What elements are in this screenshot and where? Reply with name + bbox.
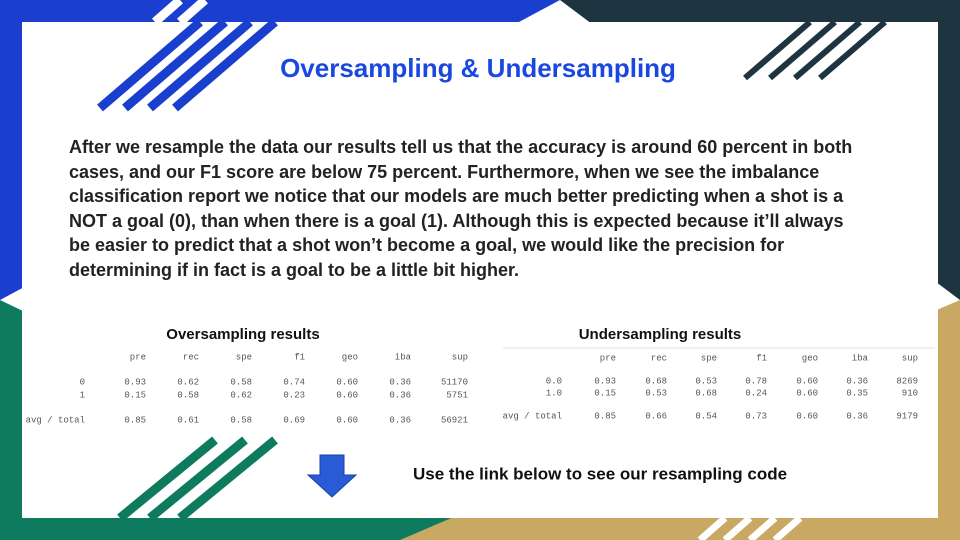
table-cell: 0.36 xyxy=(389,377,411,387)
column-header: rec xyxy=(651,353,667,363)
table-cell: 0.66 xyxy=(645,411,667,421)
table-title: Oversampling results xyxy=(166,326,319,343)
table-cell: 5751 xyxy=(446,390,468,400)
row-label: avg / total xyxy=(503,411,562,421)
table-cell: 0.74 xyxy=(283,377,305,387)
table-cell: 0.85 xyxy=(124,415,146,425)
table-cell: 8269 xyxy=(896,376,918,386)
table-cell: 9179 xyxy=(896,411,918,421)
table-cell: 0.78 xyxy=(745,376,767,386)
table-cell: 0.54 xyxy=(695,411,717,421)
table-cell: 0.58 xyxy=(230,415,252,425)
column-header: f1 xyxy=(294,352,305,362)
table-cell: 0.23 xyxy=(283,390,305,400)
table-cell: 0.93 xyxy=(594,376,616,386)
table-cell: 0.58 xyxy=(230,377,252,387)
column-header: spe xyxy=(236,352,252,362)
stripes-white-bottom xyxy=(697,515,803,540)
row-label: avg / total xyxy=(26,415,85,425)
column-header: f1 xyxy=(756,353,767,363)
table-cell: 0.53 xyxy=(645,388,667,398)
table-cell: 0.60 xyxy=(336,377,358,387)
table-cell: 0.68 xyxy=(695,388,717,398)
table-cell: 0.36 xyxy=(389,415,411,425)
table-cell: 0.60 xyxy=(796,388,818,398)
stripes-green xyxy=(117,436,278,522)
table-cell: 0.53 xyxy=(695,376,717,386)
footer-text: Use the link below to see our resampling… xyxy=(413,464,787,483)
down-arrow xyxy=(306,454,358,498)
table-title: Undersampling results xyxy=(579,326,742,343)
table-cell: 0.58 xyxy=(177,390,199,400)
table-cell: 0.61 xyxy=(177,415,199,425)
column-header: rec xyxy=(183,352,199,362)
table-cell: 0.60 xyxy=(336,415,358,425)
column-header: sup xyxy=(902,353,918,363)
column-header: spe xyxy=(701,353,717,363)
column-header: sup xyxy=(452,352,468,362)
table-cell: 0.36 xyxy=(389,390,411,400)
row-label: 0.0 xyxy=(546,376,562,386)
table-cell: 0.93 xyxy=(124,377,146,387)
table-cell: 0.60 xyxy=(796,376,818,386)
table-cell: 0.15 xyxy=(124,390,146,400)
table-cell: 56921 xyxy=(441,415,468,425)
stripes-top-left xyxy=(152,0,208,26)
slide-title: Oversampling & Undersampling xyxy=(280,53,676,83)
table-cell: 0.69 xyxy=(283,415,305,425)
table-cell: 0.60 xyxy=(336,390,358,400)
row-label: 0 xyxy=(80,377,85,387)
table-cell: 0.62 xyxy=(230,390,252,400)
table-cell: 0.60 xyxy=(796,411,818,421)
table-cell: 0.68 xyxy=(645,376,667,386)
table-cell: 0.36 xyxy=(846,376,868,386)
table-cell: 0.85 xyxy=(594,411,616,421)
table-cell: 0.15 xyxy=(594,388,616,398)
table-cell: 0.35 xyxy=(846,388,868,398)
table-cell: 0.62 xyxy=(177,377,199,387)
row-label: 1.0 xyxy=(546,388,562,398)
column-header: iba xyxy=(852,353,869,363)
column-header: geo xyxy=(802,353,818,363)
row-label: 1 xyxy=(80,390,85,400)
table-cell: 0.73 xyxy=(745,411,767,421)
column-header: pre xyxy=(130,352,146,362)
column-header: iba xyxy=(395,352,412,362)
table-cell: 910 xyxy=(902,388,918,398)
stripes-navy xyxy=(743,19,887,81)
column-header: geo xyxy=(342,352,358,362)
column-header: pre xyxy=(600,353,616,363)
table-cell: 51170 xyxy=(441,377,468,387)
table-cell: 0.36 xyxy=(846,411,868,421)
table-cell: 0.24 xyxy=(745,388,767,398)
body-text: After we resample the data our results t… xyxy=(69,137,853,280)
stripes-blue xyxy=(97,18,278,112)
